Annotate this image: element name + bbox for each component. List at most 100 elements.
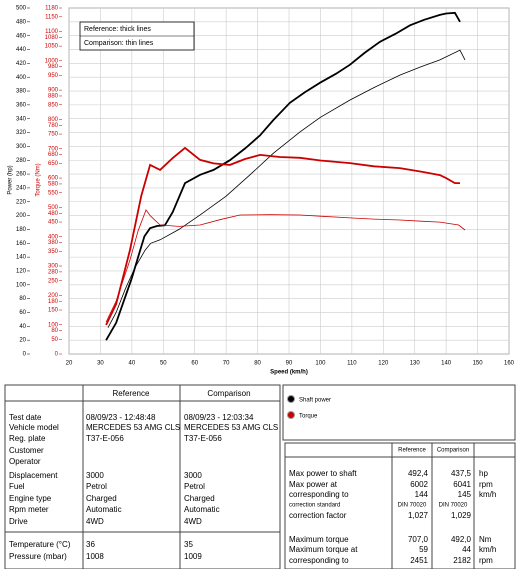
table-cell: Test date (9, 413, 42, 422)
table-cell: 492,4 (408, 469, 429, 478)
table-cell: Max power to shaft (289, 469, 357, 478)
table-cell: 6002 (410, 480, 428, 489)
y2-tick-label: 980 (48, 64, 59, 70)
y2-tick-label: 850 (48, 102, 59, 108)
y2-tick-label: 1000 (45, 58, 59, 64)
y2-tick-label: 1050 (45, 44, 59, 50)
table-cell: Automatic (86, 505, 122, 514)
table-cell: 3000 (86, 471, 104, 480)
y2-tick-label: 1180 (45, 6, 59, 12)
table-cell: 1009 (184, 552, 202, 561)
table-cell: 44 (462, 545, 471, 554)
x-tick-label: 120 (378, 361, 389, 367)
y2-tick-label: 0 (55, 352, 59, 358)
table-header: Comparison (437, 448, 469, 454)
table-cell: MERCEDES 53 AMG CLS (86, 423, 180, 432)
table-cell: Rpm meter (9, 505, 49, 514)
x-tick-label: 160 (504, 361, 515, 367)
legend-marker (287, 411, 295, 419)
y-tick-label: 440 (16, 47, 27, 53)
y2-tick-label: 780 (48, 123, 59, 129)
annotation: Comparison: thin lines (84, 40, 154, 47)
y2-axis-label: Torque (Nm) (36, 163, 42, 196)
table-cell: Engine type (9, 494, 52, 503)
legend-frame (282, 384, 516, 441)
y2-tick-label: 450 (48, 220, 59, 226)
y2-tick-label: 380 (48, 240, 59, 246)
table-cell: 1,029 (451, 511, 472, 520)
table-cell: Maximum torque (289, 535, 349, 544)
legend-label: Torque (299, 414, 318, 420)
table-cell: 1,027 (408, 511, 429, 520)
x-tick-label: 130 (410, 361, 421, 367)
y-tick-label: 180 (16, 227, 27, 233)
y2-tick-label: 200 (48, 293, 59, 299)
y-tick-label: 60 (19, 310, 26, 316)
table-header: Reference (113, 389, 150, 398)
table-cell: Maximum torque at (289, 545, 358, 554)
y-axis-label: Power (hp) (8, 165, 14, 194)
y-tick-label: 20 (19, 338, 26, 344)
y2-tick-label: 480 (48, 211, 59, 217)
x-tick-label: 30 (97, 361, 104, 367)
table-cell: hp (479, 469, 488, 478)
y2-tick-label: 650 (48, 161, 59, 167)
table-cell: Automatic (184, 505, 220, 514)
y2-tick-label: 1080 (45, 35, 59, 41)
table-cell: 3000 (184, 471, 202, 480)
y-tick-label: 400 (16, 75, 27, 81)
table-cell: 59 (419, 545, 428, 554)
table-cell: T37-E-056 (86, 434, 124, 443)
x-tick-label: 150 (473, 361, 484, 367)
table-cell: Displacement (9, 471, 58, 480)
table-cell: Customer (9, 446, 44, 455)
y2-tick-label: 680 (48, 152, 59, 158)
series-line (107, 49, 466, 328)
y-tick-label: 380 (16, 89, 27, 95)
x-tick-label: 50 (160, 361, 167, 367)
series-line (105, 209, 466, 323)
results-table-frame (284, 442, 516, 569)
table-cell: Nm (479, 535, 492, 544)
x-tick-label: 20 (66, 361, 73, 367)
y2-tick-label: 280 (48, 269, 59, 275)
table-cell: MERCEDES 53 AMG CLS (184, 423, 278, 432)
y-tick-label: 420 (16, 61, 27, 67)
table-cell: Petrol (86, 482, 107, 491)
table-cell: Reg. plate (9, 434, 46, 443)
table-cell: Vehicle model (9, 423, 59, 432)
table-cell: 36 (86, 540, 95, 549)
y2-tick-label: 350 (48, 249, 59, 255)
table-cell: corresponding to (289, 490, 349, 499)
y-tick-label: 320 (16, 130, 27, 136)
table-cell: corresponding to (289, 556, 349, 565)
x-tick-label: 60 (191, 361, 198, 367)
table-cell: correction factor (289, 511, 347, 520)
y2-tick-label: 300 (48, 264, 59, 270)
info-table-frame (4, 384, 281, 569)
y2-tick-label: 1100 (45, 29, 59, 35)
x-tick-label: 40 (129, 361, 136, 367)
y-tick-label: 0 (23, 352, 27, 358)
table-cell: 437,5 (451, 469, 472, 478)
y2-tick-label: 550 (48, 190, 59, 196)
x-tick-label: 90 (286, 361, 293, 367)
x-tick-label: 80 (254, 361, 261, 367)
table-cell: T37-E-056 (184, 434, 222, 443)
y-tick-label: 80 (19, 296, 26, 302)
table-cell: 4WD (184, 517, 202, 526)
y-tick-label: 300 (16, 144, 27, 150)
table-cell: 6041 (453, 480, 471, 489)
table-cell: rpm (479, 480, 493, 489)
y2-tick-label: 150 (48, 308, 59, 314)
table-cell: 144 (415, 490, 429, 499)
x-tick-label: 140 (441, 361, 452, 367)
y-tick-label: 280 (16, 158, 27, 164)
table-cell: DIN 70020 (398, 503, 427, 509)
y-tick-label: 220 (16, 199, 27, 205)
y2-tick-label: 250 (48, 278, 59, 284)
y-tick-label: 340 (16, 116, 27, 122)
table-cell: DIN 70020 (439, 503, 468, 509)
y-tick-label: 500 (16, 6, 27, 12)
y2-tick-label: 1150 (45, 14, 59, 20)
